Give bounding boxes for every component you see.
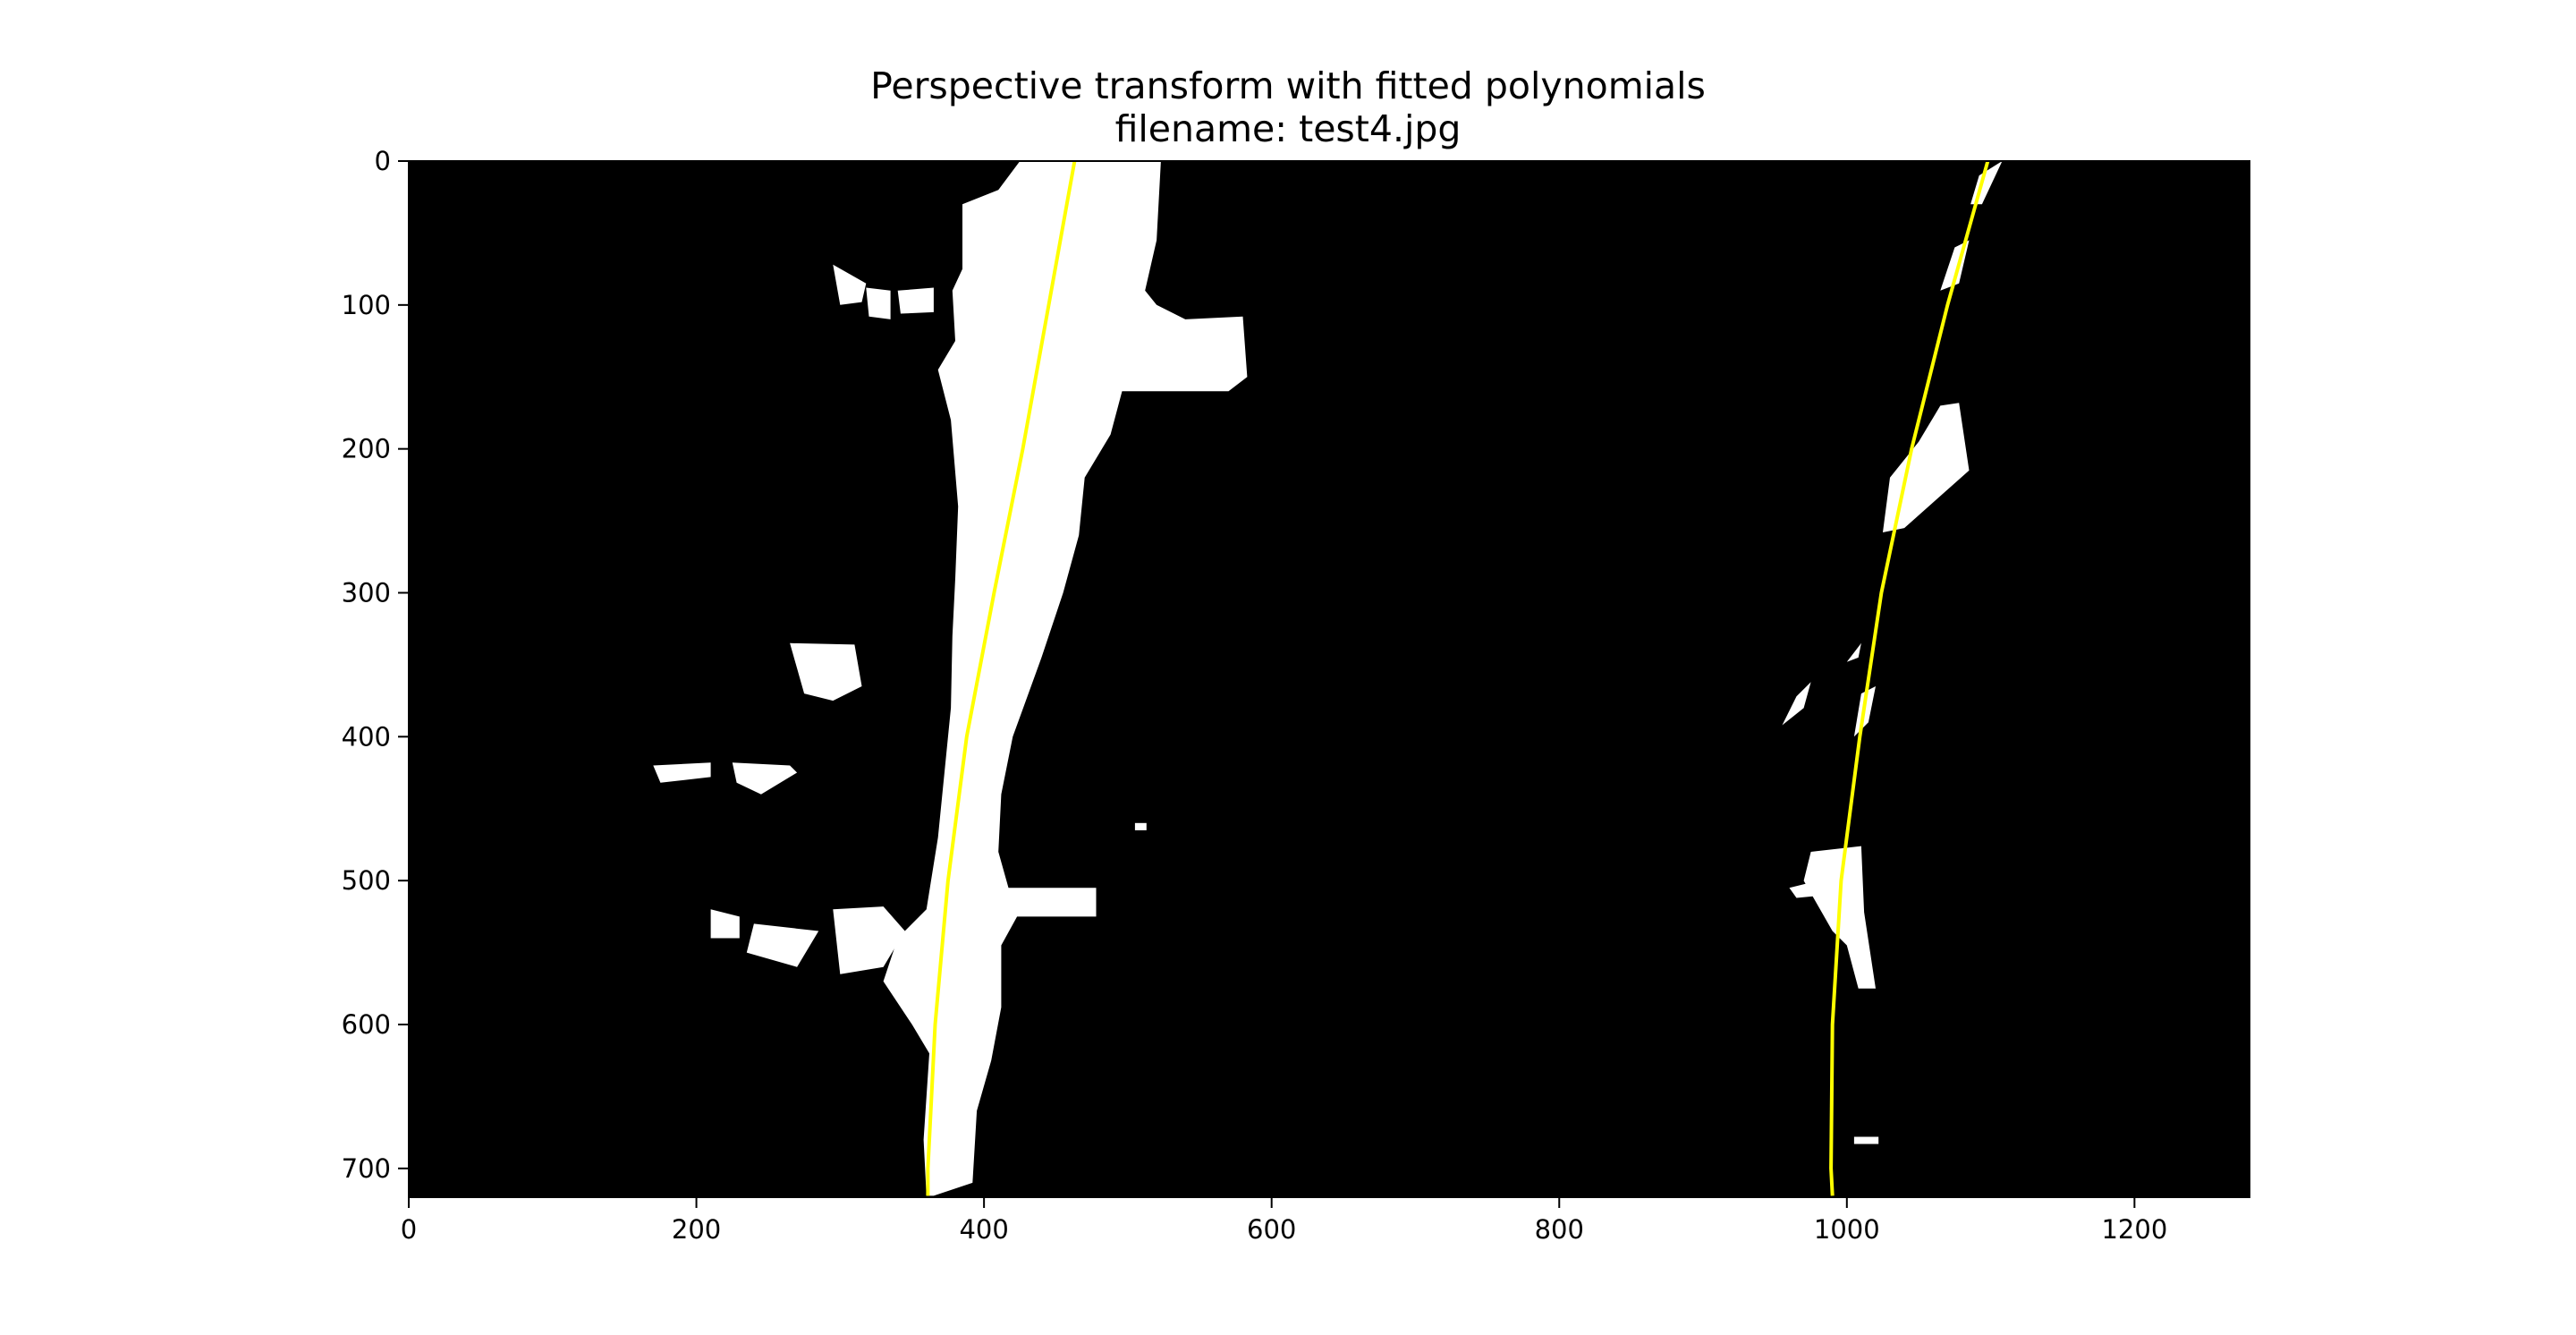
chart-subtitle: filename: test4.jpg	[1114, 107, 1462, 150]
x-tick-label: 200	[672, 1214, 721, 1245]
lane-pixel-region	[1789, 880, 1826, 898]
lane-pixel-region	[1853, 1136, 1879, 1144]
y-tick-label: 100	[342, 290, 391, 320]
x-tick-label: 800	[1535, 1214, 1584, 1245]
x-tick-label: 600	[1247, 1214, 1296, 1245]
lane-pixel-region	[653, 762, 711, 783]
y-tick-label: 300	[342, 578, 391, 608]
x-tick-label: 1000	[1814, 1214, 1880, 1245]
y-tick-label: 200	[342, 434, 391, 464]
lane-pixel-region	[732, 762, 798, 795]
lane-pixel-region	[1883, 403, 1970, 532]
lane-pixel-region	[866, 287, 891, 319]
lane-pixel-region	[790, 642, 862, 702]
image-background	[409, 161, 2250, 1197]
lane-pixel-region	[710, 909, 740, 939]
y-tick-label: 0	[375, 146, 391, 176]
chart-title: Perspective transform with fitted polyno…	[870, 64, 1706, 107]
lane-pixel-region	[1782, 682, 1811, 726]
lane-pixel-region	[883, 161, 1248, 1196]
y-tick-label: 400	[342, 721, 391, 752]
x-tick-label: 400	[959, 1214, 1008, 1245]
left-lane-fit-line	[926, 160, 1077, 1196]
axes-frame	[408, 160, 2250, 1198]
lane-pixel-region	[1846, 642, 1861, 662]
y-tick-label: 700	[342, 1153, 391, 1184]
lane-pixel-region	[897, 287, 934, 314]
lane-pixel-region	[833, 264, 867, 305]
x-tick-label: 1200	[2101, 1214, 2167, 1245]
lane-pixel-region	[1134, 822, 1147, 830]
lane-pixel-region	[833, 906, 905, 974]
lane-pixel-region	[746, 923, 819, 967]
y-tick-label: 500	[342, 865, 391, 896]
y-tick-label: 600	[342, 1009, 391, 1040]
x-tick-label: 0	[401, 1214, 417, 1245]
right-lane-fit-line	[1829, 160, 1990, 1196]
